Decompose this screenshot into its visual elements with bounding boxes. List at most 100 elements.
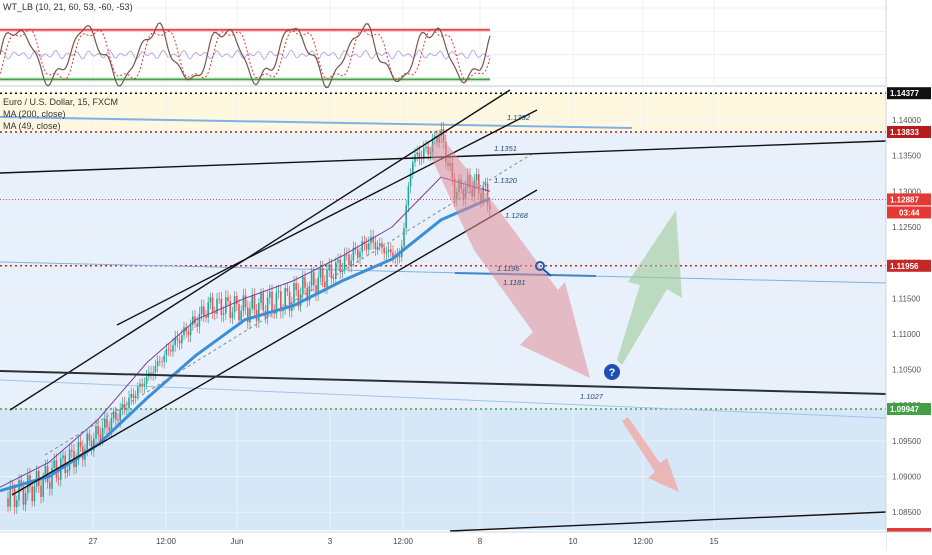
candle-body: [339, 259, 341, 272]
price-annotation: 1.1196: [497, 264, 520, 273]
price-annotation: 1.1181: [503, 278, 525, 287]
candle-body: [198, 313, 201, 327]
candle-body: [181, 335, 183, 344]
candle-body: [79, 442, 82, 447]
candle-body: [277, 291, 280, 293]
candle-body: [253, 294, 256, 310]
candle-body: [330, 264, 333, 279]
candle-body: [398, 255, 401, 258]
question-icon-glyph: ?: [609, 367, 616, 379]
price-label-tag: [887, 259, 931, 272]
candle-body: [374, 242, 377, 250]
candle-body: [416, 152, 418, 155]
bullish-projection-arrow: [617, 210, 682, 365]
candle-body: [412, 162, 414, 174]
candle-body: [68, 449, 71, 471]
candle-body: [225, 297, 227, 314]
candle-body: [165, 349, 168, 356]
blue-trend-line-low: [0, 379, 887, 419]
candle-body: [218, 298, 220, 300]
candle-body: [266, 297, 269, 318]
candle-body: [269, 291, 271, 298]
time-tick-label: 12:00: [156, 537, 177, 546]
candle-body: [57, 477, 60, 480]
candle-body: [284, 288, 286, 309]
candle-body: [192, 316, 194, 325]
channel-lower-line: [11, 189, 538, 496]
candle-body: [130, 394, 132, 398]
ma49-legend: MA (49, close): [3, 121, 61, 131]
candle-body: [319, 267, 322, 278]
candle-body: [326, 270, 328, 288]
candle-body: [66, 470, 69, 473]
candle-body: [478, 174, 480, 194]
price-label-tag: [887, 87, 931, 100]
candle-body: [258, 303, 260, 321]
candle-body: [196, 323, 198, 327]
price-annotation: 1.1320: [494, 176, 518, 185]
candle-body: [156, 361, 159, 367]
price-tick-label: 1.09000: [892, 473, 921, 482]
candle-body: [304, 277, 306, 288]
candle-body: [260, 292, 262, 304]
price-label-tag: [887, 403, 931, 416]
key-icon-shaft: [542, 268, 552, 277]
price-tick-label: 1.11000: [892, 330, 921, 339]
candle-body: [407, 186, 410, 206]
candle-body: [95, 425, 97, 439]
candle-body: [203, 306, 205, 316]
price-label-text: 1.13833: [890, 128, 919, 137]
candle-body: [372, 236, 374, 243]
candle-body: [442, 129, 445, 142]
candle-body: [376, 246, 379, 250]
candle-body: [161, 361, 163, 363]
candle-body: [328, 264, 330, 271]
candle-body: [379, 243, 381, 247]
candle-body: [51, 467, 53, 489]
candle-body: [71, 449, 73, 452]
blue-trend-line-mid: [0, 261, 887, 284]
candle-body: [211, 297, 214, 312]
candle-body: [205, 315, 207, 318]
candle-body: [385, 251, 388, 254]
candle-body: [9, 486, 11, 507]
blue-trend-line-top: [0, 116, 633, 129]
price-tick-label: 1.12500: [892, 223, 921, 232]
candle-body: [313, 272, 315, 286]
question-icon: [604, 364, 620, 380]
candle-body: [231, 312, 234, 318]
price-tick-label: 1.09500: [892, 437, 921, 446]
time-tick-label: 10: [569, 537, 578, 546]
candle-body: [90, 440, 93, 451]
support-trend-line: [0, 370, 887, 395]
candle-body: [361, 241, 363, 252]
candle-body: [297, 290, 300, 307]
candle-body: [40, 485, 42, 497]
candle-body: [104, 418, 106, 429]
candle-body: [137, 387, 139, 396]
candle-body: [434, 135, 436, 139]
ma49-line: [0, 176, 491, 488]
candle-body: [174, 337, 176, 346]
candle-body: [293, 282, 295, 304]
time-tick-label: 12:00: [393, 537, 414, 546]
candle-body: [44, 465, 47, 478]
price-label-text: 1.12887: [890, 195, 919, 204]
candle-body: [332, 278, 335, 279]
price-tick-label: 1.13500: [892, 152, 921, 161]
candle-body: [150, 372, 152, 374]
candle-body: [233, 296, 236, 313]
candle-body: [33, 486, 36, 502]
candle-body: [117, 419, 119, 421]
candle-body: [108, 427, 110, 431]
candle-body: [427, 146, 429, 155]
main-legend: Euro / U.S. Dollar, 15, FXCM MA (200, cl…: [3, 96, 118, 132]
countdown-text: 03:44: [899, 208, 920, 217]
candle-body: [403, 228, 405, 247]
candle-body: [183, 327, 185, 336]
candle-body: [387, 249, 390, 252]
resistance-zone: [0, 93, 886, 133]
candle-body: [315, 285, 317, 295]
